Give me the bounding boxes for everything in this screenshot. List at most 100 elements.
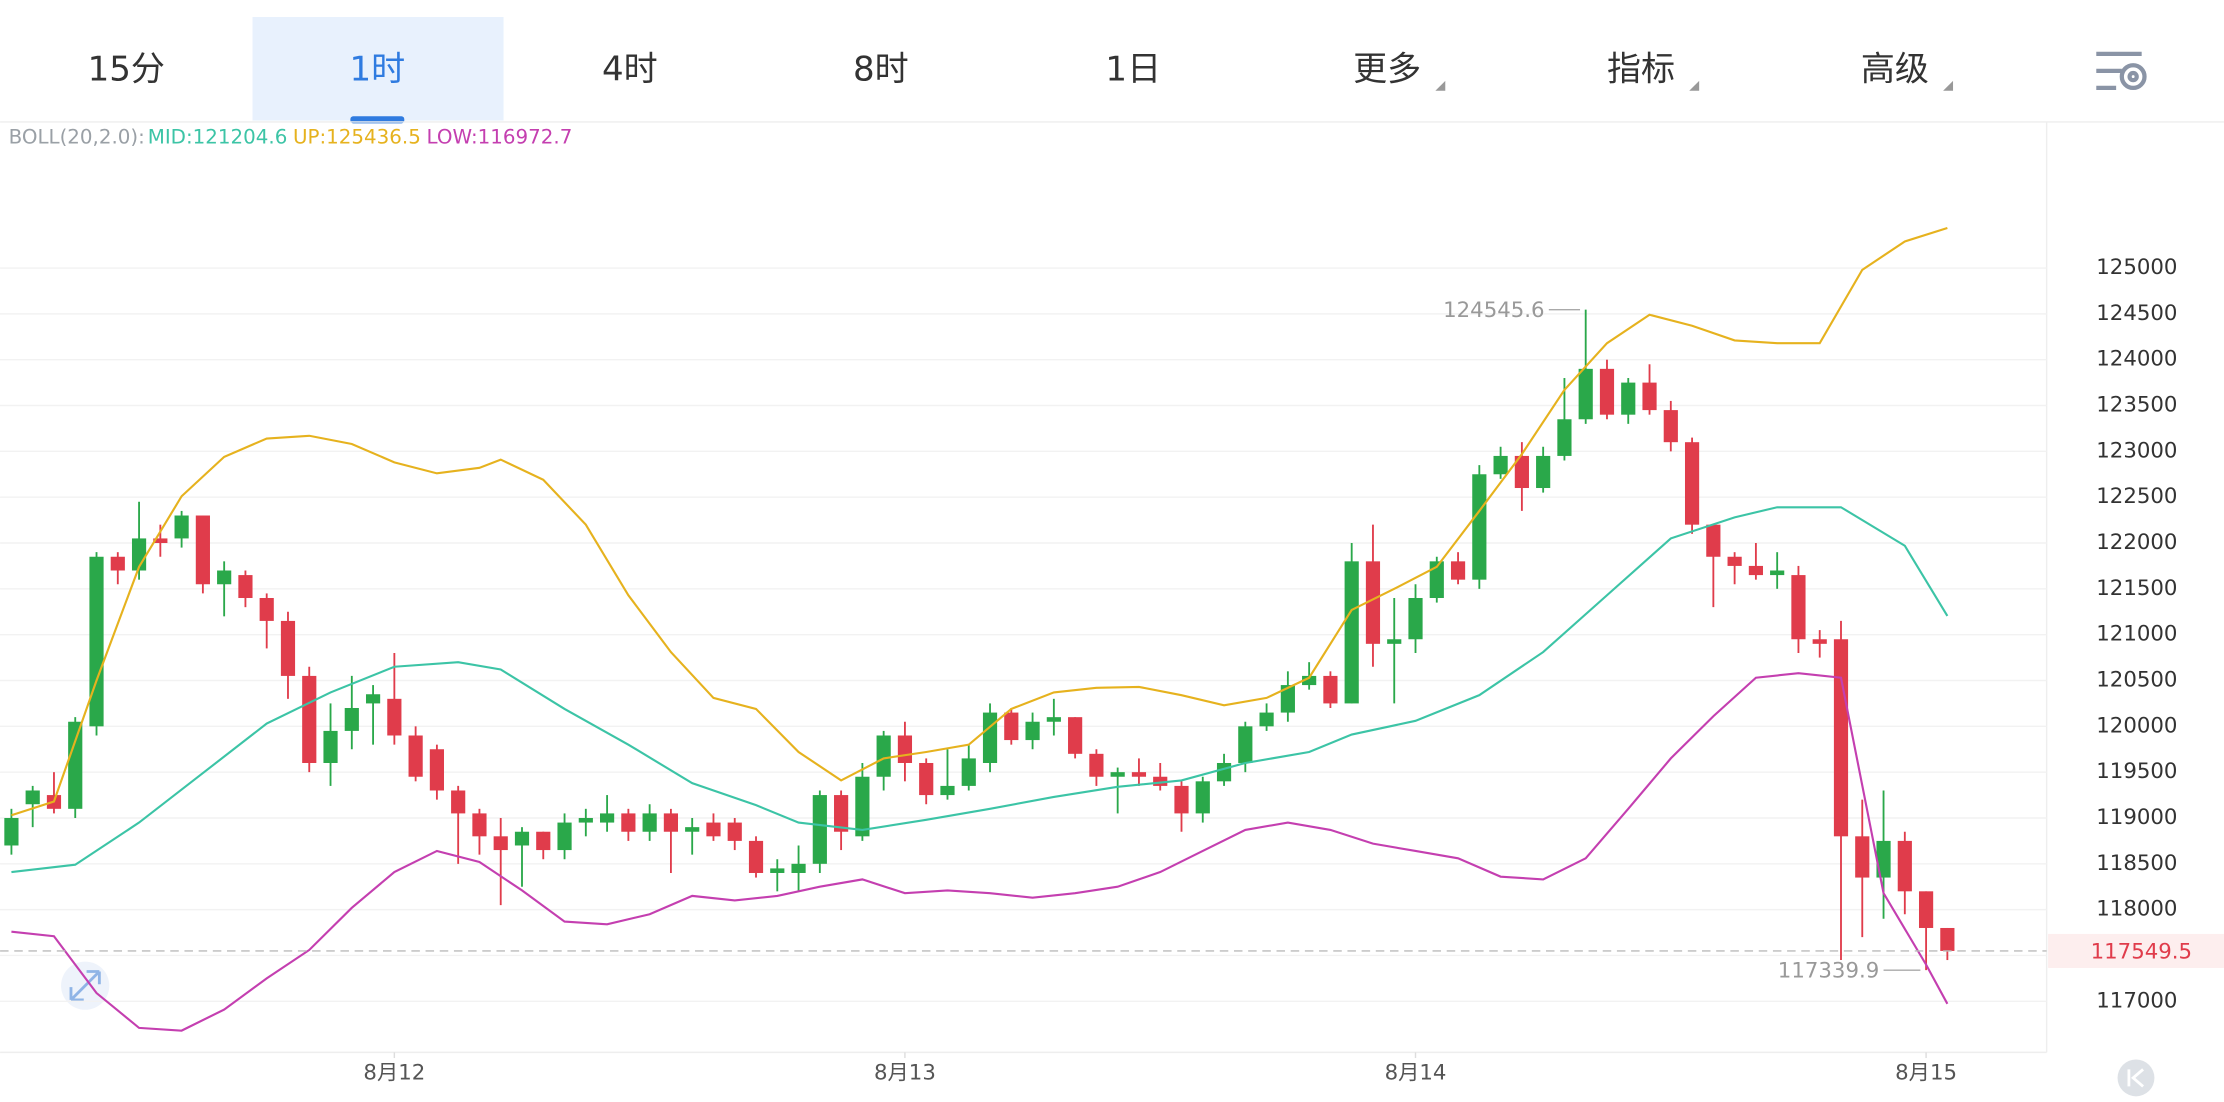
candle-body (1110, 772, 1125, 777)
settings-icon[interactable] (2096, 51, 2147, 91)
last-price-label: 117549.5 (2091, 939, 2192, 964)
candle-body (812, 795, 827, 864)
candle-body (940, 785, 955, 796)
candle-body (727, 822, 742, 841)
candle-body (1153, 776, 1168, 786)
candle-body (1663, 410, 1678, 443)
candle-body (195, 515, 210, 585)
candle-body (1216, 762, 1232, 782)
candle-body (1557, 419, 1572, 456)
x-tick-label: 8月12 (363, 1061, 425, 1086)
candle-body (174, 515, 189, 539)
back-button[interactable] (2117, 1059, 2155, 1097)
y-tick-label: 123500 (2096, 393, 2177, 418)
y-tick-label: 121000 (2096, 622, 2177, 647)
candle-body (1408, 598, 1423, 640)
candle-body (110, 556, 125, 571)
dropdown-arrow (1943, 80, 1954, 91)
candle-body (897, 735, 913, 763)
candle-body (1876, 840, 1891, 878)
candle-body (1004, 712, 1019, 741)
tab[interactable]: 15分 (88, 49, 165, 89)
tab[interactable]: 更多 (1353, 49, 1421, 89)
candle-body (1514, 455, 1529, 489)
candle-body (748, 840, 764, 873)
candle-body (1621, 382, 1636, 415)
candle-body (876, 735, 891, 777)
dropdown-arrow (1435, 80, 1446, 91)
tab[interactable]: 8时 (853, 49, 909, 89)
candle-body (663, 813, 679, 832)
tab[interactable]: 指标 (1607, 49, 1675, 89)
legend-entry: UP:125436.5 (293, 125, 421, 148)
expand-icon[interactable] (61, 961, 110, 1010)
tab[interactable]: 4时 (602, 49, 658, 89)
boll-line (11, 227, 1948, 817)
candle-body (493, 836, 508, 851)
candle-body (557, 822, 572, 851)
candle-body (1365, 561, 1381, 644)
candle-body (1684, 442, 1700, 525)
tab[interactable]: 1日 (1105, 49, 1161, 89)
candle-body (1940, 927, 1955, 951)
candle-body (600, 813, 615, 823)
y-tick-label: 121500 (2096, 576, 2177, 601)
candle-body (1068, 717, 1083, 754)
candle-body (1131, 772, 1147, 777)
candle-body (621, 813, 636, 832)
candle-body (89, 556, 104, 727)
candle-body (429, 749, 444, 791)
candle-body (259, 598, 274, 621)
tab[interactable]: 1时 (349, 49, 405, 89)
candle-body (1323, 675, 1338, 704)
legend-entry: MID:121204.6 (148, 125, 288, 148)
candle-body (1727, 556, 1742, 566)
candle-body (1046, 717, 1061, 722)
candle-body (1918, 891, 1934, 928)
candle-body (642, 813, 657, 832)
candle-body (1706, 524, 1721, 557)
candle-body (685, 827, 700, 832)
candle-body (1536, 455, 1551, 489)
candle-body (1472, 474, 1487, 580)
y-tick-label: 124500 (2096, 301, 2177, 326)
indicator-name: BOLL(20,2.0): (9, 125, 145, 148)
y-tick-label: 117000 (2096, 988, 2177, 1013)
candle-body (1429, 561, 1444, 599)
candle-body (1450, 561, 1466, 580)
indicator-legend: BOLL(20,2.0): MID:121204.6 UP:125436.5 LOW:… (9, 125, 573, 148)
candle-body (1748, 565, 1763, 576)
x-tick-label: 8月15 (1895, 1061, 1957, 1086)
candle-body (451, 790, 466, 814)
y-tick-label: 122000 (2096, 530, 2177, 555)
candle-body (578, 817, 593, 823)
candle-body (1025, 721, 1040, 741)
annotation: 117339.9 (1778, 959, 1879, 984)
candle-body (1833, 639, 1849, 837)
candle-body (1259, 712, 1274, 727)
legend-entry: LOW:116972.7 (427, 125, 573, 148)
y-tick-label: 120500 (2096, 667, 2177, 692)
candle-body (302, 675, 317, 763)
y-tick-label: 119000 (2096, 805, 2177, 830)
candle-body (1174, 785, 1189, 814)
candle-body (4, 817, 19, 846)
candle-body (855, 776, 870, 837)
y-tick-label: 125000 (2096, 255, 2177, 280)
candle-body (68, 721, 83, 809)
candle-body (1599, 368, 1615, 415)
boll-line (11, 672, 1949, 1032)
y-tick-label: 119500 (2096, 759, 2177, 784)
candle-body (1493, 455, 1508, 475)
candle-body (1770, 570, 1785, 576)
dropdown-arrow (1689, 80, 1700, 91)
candle-body (1089, 753, 1104, 777)
candle-body (25, 790, 40, 805)
candle-body (1897, 840, 1912, 892)
candle-body (834, 795, 849, 832)
candle-body (153, 538, 168, 544)
candle-body (770, 868, 785, 873)
y-tick-label: 124000 (2096, 347, 2177, 372)
tab[interactable]: 高级 (1861, 49, 1929, 89)
